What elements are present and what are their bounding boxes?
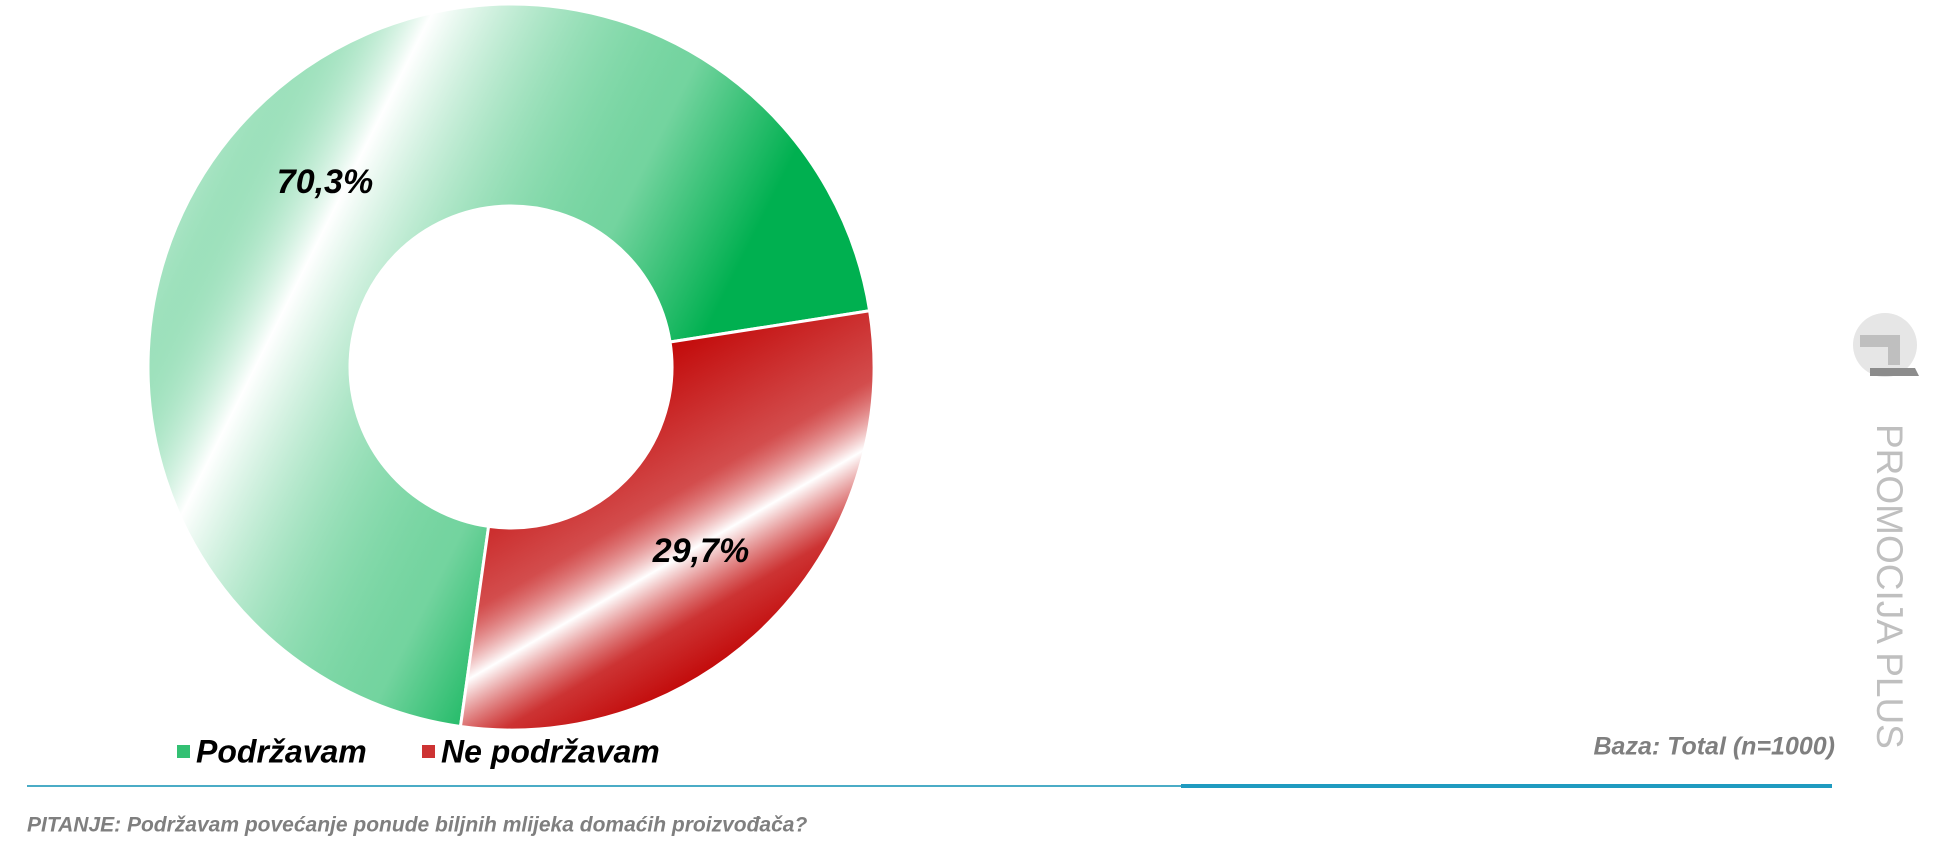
donut: 70,3% 29,7% [146, 2, 876, 732]
donut-slice [146, 2, 872, 729]
legend-label: Podržavam [196, 733, 367, 769]
data-label: 70,3% [277, 163, 373, 201]
legend-marker [177, 745, 190, 758]
logo-icon [1853, 313, 1919, 377]
donut-slice [458, 309, 876, 732]
data-label: 29,7% [652, 532, 749, 570]
question: PITANJE: Podržavam povećanje ponude bilj… [27, 814, 807, 837]
legend-label: Ne podržavam [441, 733, 660, 769]
base-note: Baza: Total (n=1000) [1593, 733, 1835, 761]
brand: PROMOCIJA PLUS [1869, 424, 1910, 749]
legend: Podržavam Ne podržavam [177, 733, 660, 769]
legend-marker [422, 745, 435, 758]
